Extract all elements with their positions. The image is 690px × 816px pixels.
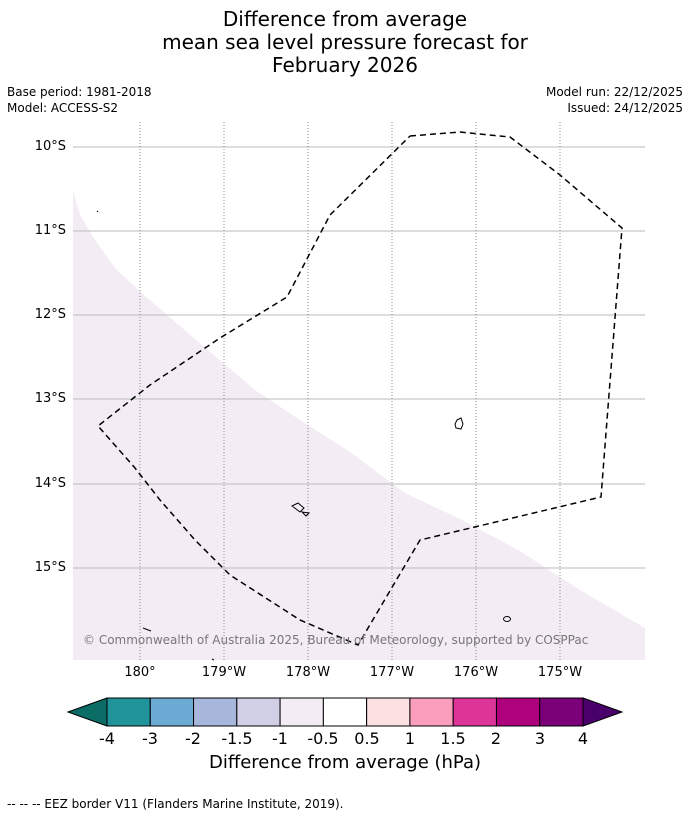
eez-legend-note: -- -- -- EEZ border V11 (Flanders Marine… xyxy=(7,797,344,811)
colorbar-segment xyxy=(236,697,281,727)
lon-label-179w: 179°W xyxy=(201,665,247,680)
meta-right: Model run: 22/12/2025 Issued: 24/12/2025 xyxy=(546,84,683,116)
lon-label-178w: 178°W xyxy=(285,665,331,680)
lat-label-14s: 14°S xyxy=(34,476,66,491)
colorbar-label: -2 xyxy=(185,729,201,748)
colorbar-segment xyxy=(279,697,324,727)
colorbar-segment xyxy=(193,697,238,727)
islands xyxy=(96,210,511,661)
anomaly-field-region xyxy=(73,190,645,660)
lat-label-12s: 12°S xyxy=(34,307,66,322)
lon-label-180: 180° xyxy=(124,665,156,680)
lon-label-177w: 177°W xyxy=(369,665,415,680)
colorbar-label: 2 xyxy=(490,729,502,748)
lat-label-11s: 11°S xyxy=(34,223,66,238)
colorbar-label: 0.5 xyxy=(354,729,380,748)
colorbar-segment xyxy=(149,697,195,727)
island-b xyxy=(291,502,311,517)
copyright-notice: © Commonwealth of Australia 2025, Bureau… xyxy=(83,633,589,647)
colorbar-segment xyxy=(409,697,454,727)
lat-label-15s: 15°S xyxy=(34,560,66,575)
colorbar-segment xyxy=(366,697,411,727)
eez-border xyxy=(96,131,623,646)
chart-title: Difference from average mean sea level p… xyxy=(0,8,690,77)
colorbar-segment xyxy=(106,697,151,727)
island-e xyxy=(96,210,99,213)
colorbar-label: 1.5 xyxy=(440,729,466,748)
base-period: Base period: 1981-2018 xyxy=(7,85,152,99)
title-line-1: Difference from average xyxy=(222,7,468,31)
lat-label-13s: 13°S xyxy=(34,391,66,406)
colorbar-label: -0.5 xyxy=(307,729,339,748)
colorbar-segment xyxy=(539,697,584,727)
colorbar-label: -3 xyxy=(142,729,158,748)
colorbar-segment xyxy=(452,697,497,727)
meta-left: Base period: 1981-2018 Model: ACCESS-S2 xyxy=(7,84,152,116)
colorbar-label: 3 xyxy=(534,729,546,748)
lat-gridlines xyxy=(73,146,645,569)
colorbar-label: -4 xyxy=(99,729,115,748)
island-f xyxy=(211,658,215,661)
colorbar-segment xyxy=(322,697,368,727)
colorbar xyxy=(66,697,624,727)
colorbar-label: 4 xyxy=(577,729,589,748)
lat-label-10s: 10°S xyxy=(34,139,66,154)
title-line-3: February 2026 xyxy=(272,53,418,77)
colorbar-label: -1 xyxy=(272,729,288,748)
title-line-2: mean sea level pressure forecast for xyxy=(162,30,528,54)
colorbar-extend-high xyxy=(582,697,624,727)
model-name: Model: ACCESS-S2 xyxy=(7,101,119,115)
lon-label-176w: 176°W xyxy=(453,665,499,680)
colorbar-label: 1 xyxy=(404,729,416,748)
colorbar-label: -1.5 xyxy=(221,729,253,748)
colorbar-segment xyxy=(495,697,541,727)
colorbar-title: Difference from average (hPa) xyxy=(208,752,482,773)
model-run: Model run: 22/12/2025 xyxy=(545,85,683,99)
colorbar-extend-low xyxy=(66,697,108,727)
issued-date: Issued: 24/12/2025 xyxy=(567,101,683,115)
lon-label-175w: 175°W xyxy=(537,665,583,680)
island-c xyxy=(503,616,511,622)
island-a xyxy=(454,417,464,430)
island-d xyxy=(142,627,152,632)
